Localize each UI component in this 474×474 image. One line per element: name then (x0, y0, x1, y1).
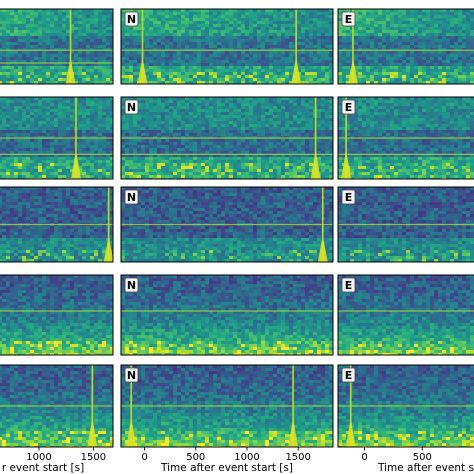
x-tick-label: 1500 (285, 452, 310, 463)
spectrogram-panel-e-row3 (338, 187, 474, 262)
panels-layer (0, 9, 474, 447)
component-badge-label: N (127, 101, 136, 114)
component-badge-label: E (345, 191, 353, 204)
x-axis-label-middle: Time after event start [s] (160, 462, 293, 474)
x-tick-label: 500 (413, 452, 432, 463)
spectrogram-panel-n-row1 (121, 9, 333, 84)
panel-frame (120, 274, 334, 356)
spectrogram-panel-z-row1 (0, 9, 113, 84)
spectrogram-panel-n-row5 (121, 365, 333, 447)
x-tick-label: 0 (361, 452, 367, 463)
panel-frame (0, 8, 114, 85)
spectrogram-panel-n-row3 (121, 187, 333, 262)
panel-frame (337, 364, 474, 448)
spectrogram-panel-z-row4 (0, 275, 113, 355)
component-badge-label: E (345, 101, 353, 114)
panel-frame (120, 8, 334, 85)
x-tick-label: 500 (186, 452, 205, 463)
panel-frame (120, 96, 334, 180)
spectrogram-panel-n-row4 (121, 275, 333, 355)
component-badge-label: N (127, 369, 136, 382)
panel-frame (337, 274, 474, 356)
spectrogram-panel-e-row1 (338, 9, 474, 84)
x-tick-label: 1000 (234, 452, 259, 463)
component-badge (341, 99, 356, 115)
spectrogram-panel-z-row3 (0, 187, 113, 262)
x-axis-label-right: Time after event s (377, 462, 474, 474)
component-badge (124, 189, 139, 205)
panel-frame (0, 96, 114, 180)
x-axis-label-left: r event start [s] (2, 462, 84, 474)
spectrogram-panel-z-row2 (0, 97, 113, 179)
spectrogram-panel-z-row5 (0, 365, 113, 447)
component-badge (341, 11, 356, 27)
component-badge-label: N (127, 13, 136, 26)
component-badge-label: E (345, 13, 353, 26)
panel-frame (337, 186, 474, 263)
spectrogram-panel-n-row2 (121, 97, 333, 179)
component-badge-label: N (127, 191, 136, 204)
component-badge (124, 11, 139, 27)
panel-frame (120, 364, 334, 448)
spectrogram-panel-e-row4 (338, 275, 474, 355)
panel-frame (0, 186, 114, 263)
component-badge (341, 189, 356, 205)
axes-layer: N E N E N E N E 1000 1500 N 0 500 1000 1500 E 0 500 r even… (0, 8, 474, 474)
panel-frame (337, 96, 474, 180)
spectrogram-panel-e-row2 (338, 97, 474, 179)
component-badge (124, 277, 139, 293)
panel-frame (337, 8, 474, 85)
component-badge (124, 367, 139, 383)
panel-frame (0, 364, 114, 448)
panel-frame (0, 274, 114, 356)
component-badge-label: E (345, 279, 353, 292)
component-badge (124, 99, 139, 115)
component-badge-label: E (345, 369, 353, 382)
component-badge (341, 367, 356, 383)
x-tick-label: 1500 (81, 452, 106, 463)
component-badge-label: N (127, 279, 136, 292)
x-tick-label: 1000 (26, 452, 51, 463)
panel-frame (120, 186, 334, 263)
x-tick-label: 0 (141, 452, 147, 463)
component-badge (341, 277, 356, 293)
spectrogram-panel-e-row5 (338, 365, 474, 447)
